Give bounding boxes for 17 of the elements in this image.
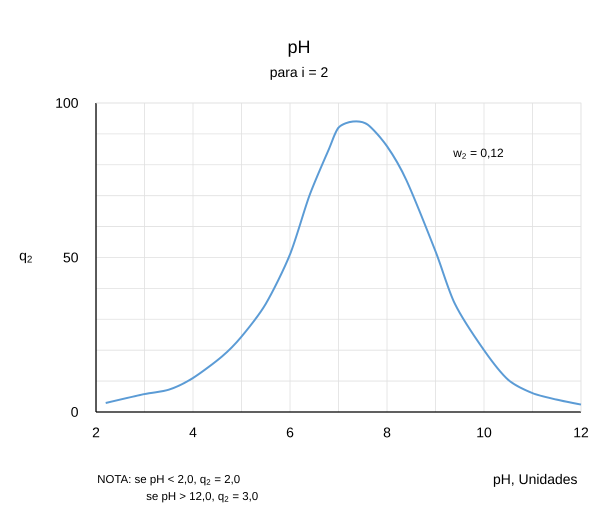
line-series [104, 120, 582, 406]
y-tick-label: 0 [71, 407, 78, 417]
y-tick-label: 50 [64, 252, 78, 262]
x-tick-label: 12 [574, 427, 588, 438]
chart-title: pH [288, 40, 309, 57]
x-tick-label: 2 [92, 427, 100, 438]
x-tick-label: 10 [477, 427, 492, 438]
chart-subtitle: para i = 2 [270, 66, 328, 80]
x-tick-label: 8 [384, 427, 390, 438]
y-tick-label: 100 [56, 98, 78, 108]
y-axis-title: q$_{2}$ [20, 252, 32, 264]
x-tick-label: 4 [189, 428, 196, 438]
text: se pH > 12,0, q$_{2}$ = 3,0 [146, 492, 258, 502]
annotation: w$_{2}$ = 0,12 [453, 148, 504, 159]
x-tick-label: 6 [286, 427, 294, 438]
text: NOTA: se pH < 2,0, q$_{2}$ = 2,0 [98, 474, 240, 486]
x-axis-title: pH, Unidades [494, 474, 577, 487]
